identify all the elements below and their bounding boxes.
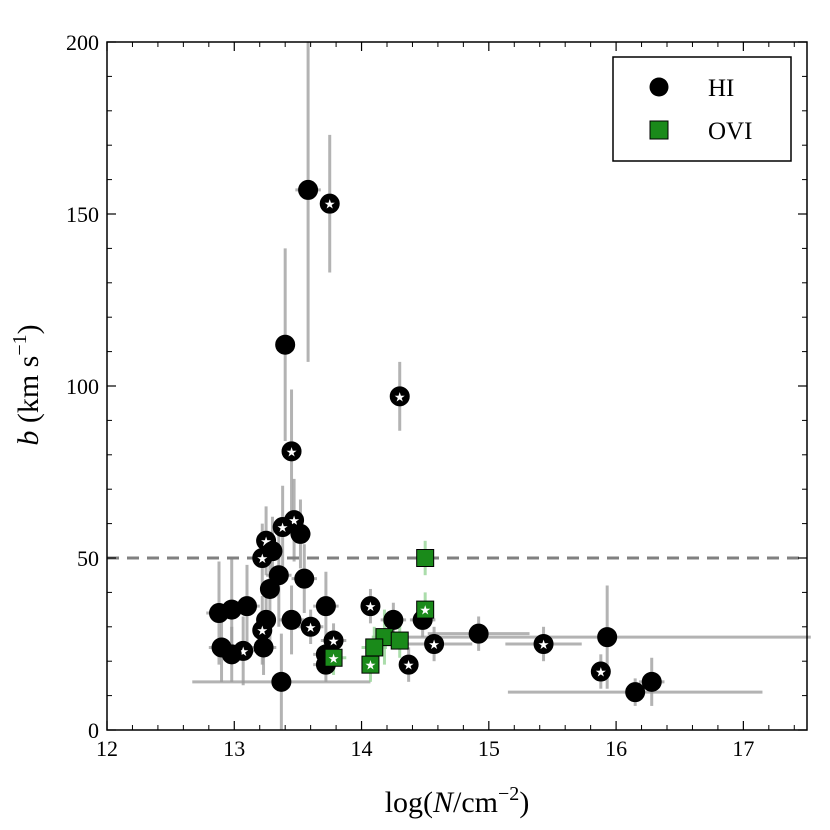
legend-box <box>612 56 792 162</box>
star-flag-icon: ★ <box>419 604 431 619</box>
hi-data-point <box>424 634 445 654</box>
hi-data-point <box>315 596 336 617</box>
hi-data-point <box>275 334 296 355</box>
hi-data-point <box>252 548 273 568</box>
x-axis-label: log(N/cm−2) <box>385 783 530 819</box>
hi-data-point <box>272 517 293 538</box>
hi-data-point <box>533 634 554 654</box>
hi-data-point <box>590 661 611 682</box>
star-flag-icon: ★ <box>256 624 268 639</box>
y-tick-label: 100 <box>66 374 99 399</box>
hi-data-point <box>209 603 229 624</box>
star-flag-icon: ★ <box>394 390 406 405</box>
hi-data-point <box>641 671 662 692</box>
star-flag-icon: ★ <box>428 638 440 653</box>
hi-data-point <box>389 386 410 407</box>
ovi-data-point <box>390 631 409 650</box>
star-flag-icon: ★ <box>538 638 550 653</box>
x-tick-label: 16 <box>605 736 627 761</box>
y-tick-label: 200 <box>66 30 99 55</box>
hi-data-point <box>468 623 489 644</box>
star-flag-icon: ★ <box>288 514 300 529</box>
legend: HI OVI <box>612 56 792 162</box>
star-flag-icon: ★ <box>328 652 340 667</box>
ovi-data-point <box>416 600 435 619</box>
y-tick-label: 0 <box>88 718 99 743</box>
star-flag-icon: ★ <box>260 535 272 550</box>
hi-data-point <box>300 616 321 637</box>
hi-data-point <box>281 441 302 462</box>
star-flag-icon: ★ <box>365 600 377 615</box>
star-flag-icon: ★ <box>256 552 268 567</box>
hi-data-point <box>271 671 292 692</box>
star-flag-icon: ★ <box>595 666 607 681</box>
star-flag-icon: ★ <box>305 621 317 636</box>
ovi-data-point <box>361 655 380 674</box>
star-flag-icon: ★ <box>286 445 298 460</box>
hi-data-point <box>281 609 302 630</box>
legend-marker-hi <box>649 77 669 97</box>
y-axis-label: b (km s−1) <box>9 324 45 445</box>
hi-data-point <box>360 596 381 617</box>
ovi-data-point <box>324 648 343 667</box>
hi-data-point <box>253 637 274 658</box>
star-flag-icon: ★ <box>277 521 289 536</box>
hi-data-point <box>319 193 340 214</box>
star-flag-icon: ★ <box>237 645 249 660</box>
legend-label: HI <box>708 75 734 102</box>
hi-data-point <box>625 682 646 703</box>
axes-layer: 12 13 14 15 16 17 0 50 100 150 200 <box>66 30 808 761</box>
hi-data-point <box>383 609 404 630</box>
hi-data-point <box>597 627 618 648</box>
legend-marker-ovi <box>649 120 669 140</box>
star-flag-icon: ★ <box>324 198 336 213</box>
x-tick-label: 17 <box>732 736 754 761</box>
legend-label: OVI <box>708 118 752 145</box>
ovi-data-point <box>416 549 435 567</box>
hi-data-point <box>294 568 315 589</box>
x-tick-label: 14 <box>351 736 373 761</box>
x-tick-label: 13 <box>223 736 245 761</box>
ovi-data-point <box>365 638 384 657</box>
hi-data-point <box>221 644 242 665</box>
hi-data-point <box>290 523 311 544</box>
markers-layer: ★★★★★★★★★★★ ★ ★★★ ★★★ ★ <box>209 179 662 703</box>
x-tick-label: 12 <box>96 736 118 761</box>
hi-data-point <box>298 179 319 200</box>
x-tick-label: 15 <box>478 736 500 761</box>
hi-data-point <box>259 578 280 599</box>
star-flag-icon: ★ <box>328 635 340 650</box>
hi-data-point <box>398 654 419 675</box>
star-flag-icon: ★ <box>403 659 415 674</box>
y-tick-label: 150 <box>66 202 99 227</box>
y-tick-label: 50 <box>77 546 99 571</box>
star-flag-icon: ★ <box>365 659 377 674</box>
